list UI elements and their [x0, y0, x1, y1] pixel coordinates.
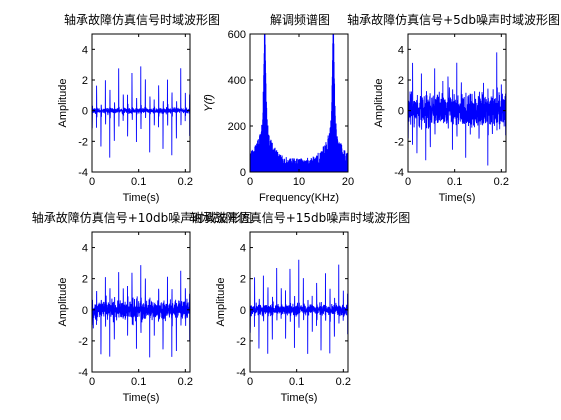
- y-tick-label: 0: [82, 106, 88, 118]
- subplot-3: 0 0.1 0.2 -4 -2 0 2 4 Time(s) Amplitude 轴承故障仿真信号+5…: [347, 12, 560, 204]
- y-tick-label: 2: [82, 75, 88, 87]
- x-axis-label: Frequency(KHz): [259, 192, 339, 204]
- subplot-5: 0 0.1 0.2 -4 -2 0 2 4 Time(s) Amplitude 轴承故障仿真信号+1…: [190, 210, 411, 404]
- y-tick-label: 2: [82, 274, 88, 286]
- y-tick-label: 600: [228, 29, 246, 41]
- x-tick-label: 0: [89, 176, 95, 188]
- subplot-4: 0 0.1 0.2 -4 -2 0 2 4 Time(s) Amplitude 轴承故障仿真信号+1…: [32, 210, 253, 404]
- x-tick-label: 0.1: [447, 176, 462, 188]
- y-tick-label: -2: [394, 136, 404, 148]
- y-tick-label: -4: [78, 167, 88, 179]
- y-tick-label: -4: [236, 367, 246, 379]
- y-axis-label: Amplitude: [57, 79, 69, 128]
- y-tick-label: 0: [240, 167, 246, 179]
- subplot-title: 解调频谱图: [270, 13, 330, 27]
- y-tick-label: 200: [228, 121, 246, 133]
- x-tick-label: 0.2: [178, 176, 193, 188]
- signal-trace: [250, 246, 348, 354]
- spectrum-area: [250, 34, 348, 172]
- y-tick-label: 2: [240, 274, 246, 286]
- axes-box: [91, 231, 191, 373]
- signal-trace: [92, 50, 190, 158]
- y-tick-label: 4: [82, 44, 88, 56]
- y-axis-label: Y(f): [203, 94, 215, 112]
- subplot-title: 轴承故障仿真信号时域波形图: [64, 12, 220, 27]
- x-axis-label: Time(s): [123, 392, 160, 404]
- x-tick-label: 0.1: [131, 176, 146, 188]
- y-tick-label: 2: [398, 75, 404, 87]
- y-tick-label: 4: [398, 44, 404, 56]
- x-tick-label: 0.1: [131, 376, 146, 388]
- y-tick-label: 0: [398, 106, 404, 118]
- x-tick-label: 0.2: [178, 376, 193, 388]
- subplot-title: 轴承故障仿真信号+15db噪声时域波形图: [190, 210, 411, 225]
- x-tick-label: 0: [89, 376, 95, 388]
- subplot-1: 0 0.1 0.2 -4 -2 0 2 4 Time(s) Amplitude 轴承故障仿真信号时域…: [57, 12, 220, 204]
- y-axis-label: Amplitude: [215, 278, 227, 327]
- x-axis-label: Time(s): [123, 192, 160, 204]
- x-tick-label: 0.2: [336, 376, 351, 388]
- y-tick-label: -2: [78, 336, 88, 348]
- subplot-title: 轴承故障仿真信号+10db噪声时域波形图: [32, 210, 253, 225]
- y-tick-label: -2: [78, 136, 88, 148]
- y-tick-label: -4: [78, 367, 88, 379]
- y-tick-label: 4: [82, 243, 88, 255]
- x-tick-label: 20: [342, 176, 354, 188]
- axes-box: [91, 33, 191, 173]
- y-axis-label: Amplitude: [373, 79, 385, 128]
- y-tick-label: 0: [240, 305, 246, 317]
- y-tick-label: 4: [240, 243, 246, 255]
- y-tick-label: -2: [236, 336, 246, 348]
- x-tick-label: 0: [247, 176, 253, 188]
- y-tick-label: -4: [394, 167, 404, 179]
- axes-box: [407, 33, 507, 173]
- subplot-title: 轴承故障仿真信号+5db噪声时域波形图: [347, 12, 560, 27]
- signal-trace: [408, 43, 506, 166]
- x-tick-label: 0: [405, 176, 411, 188]
- y-tick-label: 0: [82, 305, 88, 317]
- y-tick-label: 400: [228, 75, 246, 87]
- x-axis-label: Time(s): [281, 392, 318, 404]
- signal-trace: [92, 244, 190, 358]
- x-tick-label: 0.2: [494, 176, 509, 188]
- x-tick-label: 0: [247, 376, 253, 388]
- x-tick-label: 10: [293, 176, 305, 188]
- x-tick-label: 0.1: [289, 376, 304, 388]
- x-axis-label: Time(s): [439, 192, 476, 204]
- axes-box: [249, 231, 349, 373]
- y-axis-label: Amplitude: [57, 278, 69, 327]
